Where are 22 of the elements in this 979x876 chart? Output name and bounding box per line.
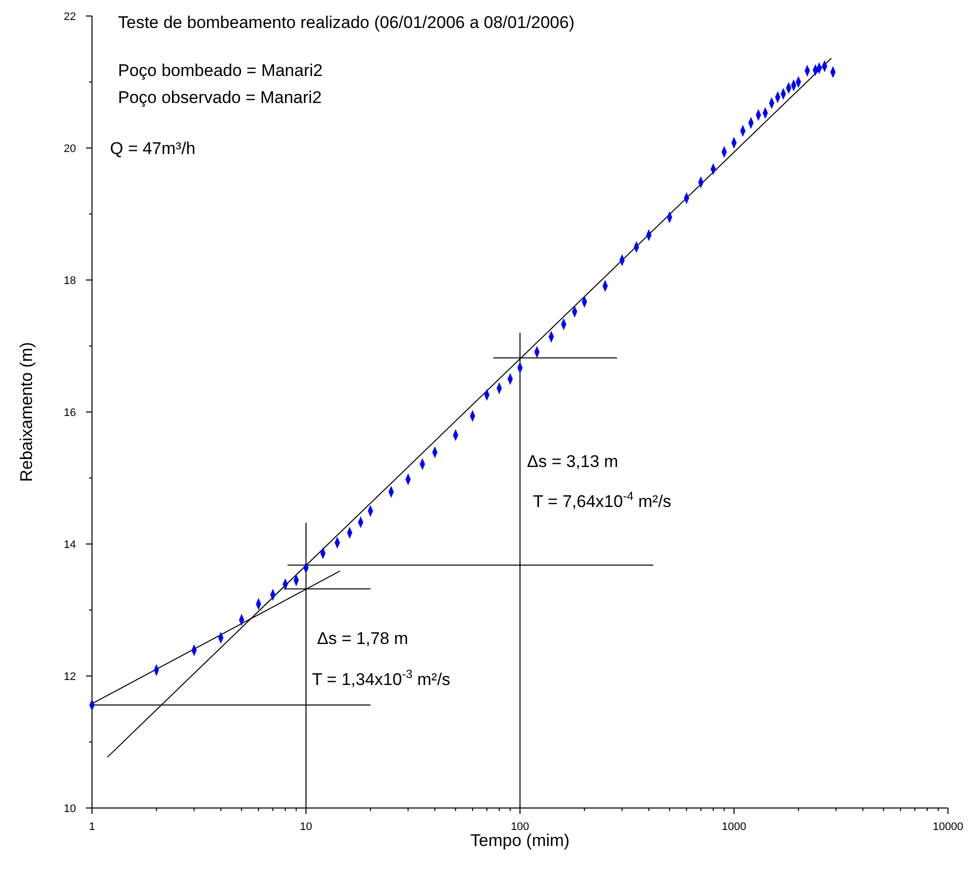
x-tick-label: 1 (88, 821, 96, 833)
y-tick-label: 14 (64, 539, 76, 551)
annotation: Δs = 1,78 m (317, 629, 408, 648)
y-tick-label: 10 (64, 803, 76, 815)
y-axis-title: Rebaixamento (m) (17, 342, 36, 482)
annotation: Poço bombeado = Manari2 (118, 61, 323, 80)
y-tick-label: 20 (64, 143, 76, 155)
chart-title: Teste de bombeamento realizado (06/01/2006 a 08/01/2006) (118, 13, 574, 32)
x-tick-label: 100 (510, 821, 530, 833)
x-tick-label: 10 (300, 821, 312, 833)
y-tick-label: 16 (64, 407, 76, 419)
y-tick-label: 22 (64, 11, 76, 23)
y-tick-label: 18 (64, 275, 76, 287)
x-tick-label: 10000 (932, 821, 964, 833)
annotation: Q = 47m³/h (110, 139, 196, 158)
annotation: T = 7,64x10$^{-4}$ m²/s (533, 489, 672, 511)
y-tick-label: 12 (64, 671, 76, 683)
annotation: Poço observado = Manari2 (118, 88, 322, 107)
annotation: T = 1,34x10$^{-3}$ m²/s (312, 667, 450, 689)
annotation: Δs = 3,13 m (527, 452, 618, 471)
x-axis-title: Tempo (mim) (470, 831, 570, 850)
x-tick-label: 1000 (722, 821, 746, 833)
